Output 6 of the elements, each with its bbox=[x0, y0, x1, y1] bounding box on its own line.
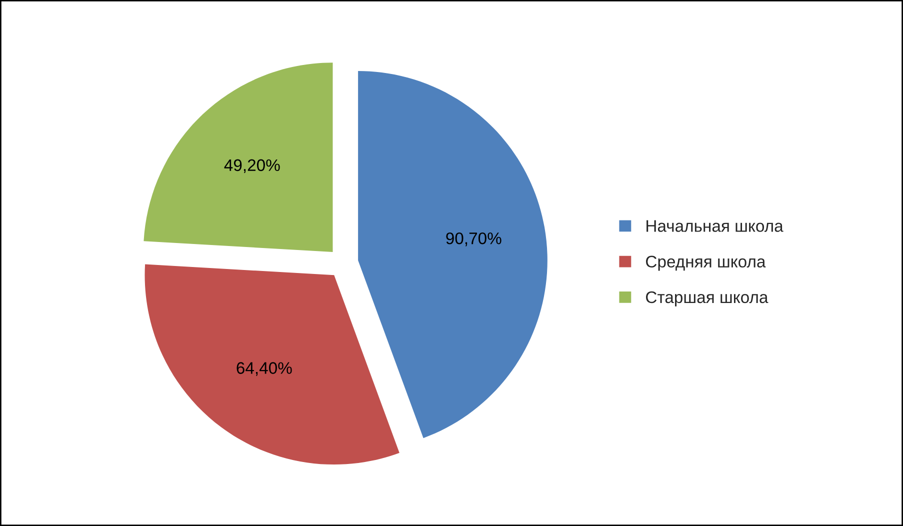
legend-label: Начальная школа bbox=[646, 220, 784, 232]
legend-label: Старшая школа bbox=[646, 291, 768, 306]
legend-label: Средняя школа bbox=[646, 256, 766, 271]
data-label: 49,20% bbox=[224, 159, 280, 174]
data-label: 64,40% bbox=[236, 362, 292, 376]
data-label: 90,70% bbox=[446, 232, 502, 246]
